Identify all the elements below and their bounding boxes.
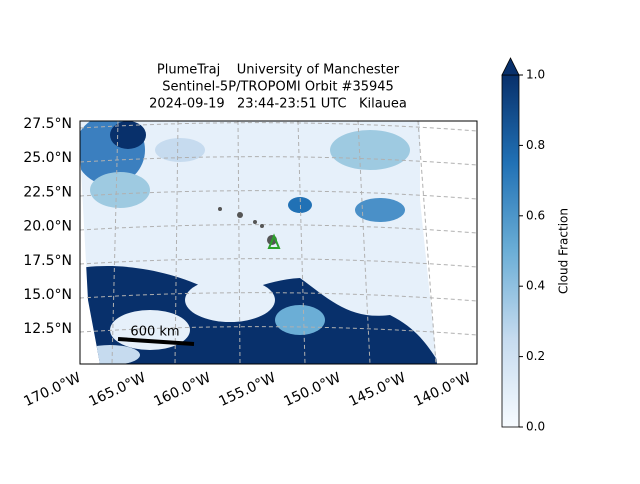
lat-label: 15.0°N bbox=[23, 287, 72, 303]
scale-bar bbox=[117, 337, 195, 346]
graticule bbox=[79, 120, 478, 365]
lon-label: 150.0°W bbox=[281, 370, 343, 410]
lat-label: 20.0°N bbox=[23, 219, 72, 235]
lon-label: 165.0°W bbox=[86, 370, 148, 410]
title-line: Sentinel-5P/TROPOMI Orbit #35945 bbox=[162, 80, 394, 95]
lon-label: 170.0°W bbox=[21, 370, 83, 410]
title-line: 2024-09-19 23:44-23:51 UTC Kilauea bbox=[149, 97, 407, 112]
scale-bar-label: 600 km bbox=[130, 325, 179, 340]
lat-label: 22.5°N bbox=[23, 184, 72, 200]
colorbar-tick-label: 0.6 bbox=[526, 208, 545, 222]
lon-label: 140.0°W bbox=[411, 370, 473, 410]
colorbar-tick-label: 0.4 bbox=[526, 279, 545, 293]
colorbar-tick-label: 1.0 bbox=[526, 68, 545, 82]
colorbar bbox=[501, 74, 520, 428]
lat-label: 12.5°N bbox=[23, 321, 72, 337]
lon-label: 160.0°W bbox=[151, 370, 213, 410]
title-line: PlumeTraj University of Manchester bbox=[157, 63, 400, 78]
colorbar-label: Cloud Fraction bbox=[557, 208, 571, 294]
lon-label: 155.0°W bbox=[216, 370, 278, 410]
lat-label: 25.0°N bbox=[23, 150, 72, 166]
lat-label: 27.5°N bbox=[23, 116, 72, 132]
volcano-marker bbox=[267, 233, 281, 249]
map-frame bbox=[79, 120, 478, 365]
lat-label: 17.5°N bbox=[23, 253, 72, 269]
colorbar-tick-label: 0.2 bbox=[526, 349, 545, 363]
colorbar-extension bbox=[501, 57, 520, 76]
colorbar-tick-label: 0.8 bbox=[526, 138, 545, 152]
colorbar-tick-label: 0.0 bbox=[526, 420, 545, 434]
lon-label: 145.0°W bbox=[346, 370, 408, 410]
